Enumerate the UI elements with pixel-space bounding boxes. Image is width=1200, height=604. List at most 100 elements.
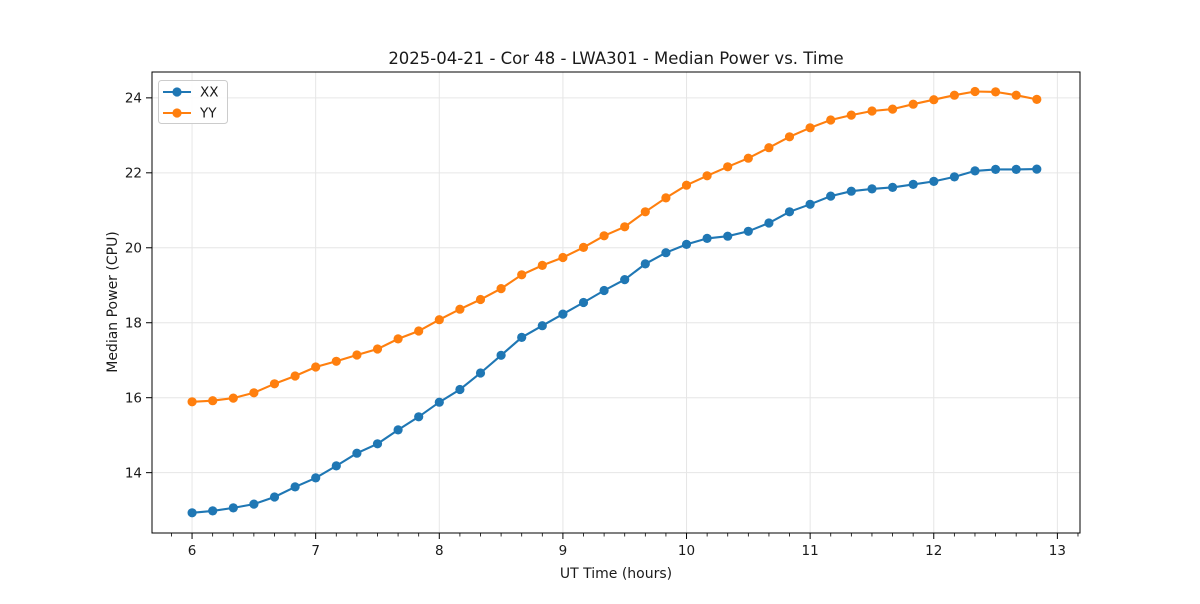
data-point-YY bbox=[558, 252, 568, 263]
y-tick-label-20: 20 bbox=[125, 240, 142, 256]
data-point-XX bbox=[1032, 164, 1042, 174]
x-axis-label: UT Time (hours) bbox=[560, 566, 672, 582]
data-point-YY bbox=[723, 162, 733, 172]
data-point-YY bbox=[702, 171, 712, 181]
data-point-YY bbox=[249, 388, 259, 398]
legend-marker-YY bbox=[172, 108, 182, 118]
series-layer bbox=[187, 86, 1042, 518]
data-point-XX bbox=[187, 508, 197, 518]
data-point-YY bbox=[784, 132, 795, 142]
x-tick-label-6: 6 bbox=[188, 543, 197, 559]
legend: XX YY bbox=[158, 80, 228, 124]
data-point-YY bbox=[805, 123, 815, 133]
data-point-XX bbox=[558, 309, 568, 319]
data-point-YY bbox=[970, 86, 980, 97]
data-point-YY bbox=[372, 344, 383, 354]
data-point-XX bbox=[764, 218, 774, 228]
y-tick-label-16: 16 bbox=[125, 390, 142, 406]
data-point-YY bbox=[888, 104, 898, 114]
data-point-XX bbox=[455, 384, 465, 395]
data-point-XX bbox=[517, 332, 527, 342]
data-point-XX bbox=[826, 191, 836, 201]
x-tick-label-7: 7 bbox=[311, 543, 320, 559]
data-point-YY bbox=[1032, 94, 1042, 104]
plot-border bbox=[151, 71, 1081, 534]
data-point-YY bbox=[1011, 90, 1021, 100]
data-point-XX bbox=[620, 275, 630, 285]
data-point-XX bbox=[208, 506, 218, 516]
legend-label-XX: XX bbox=[200, 85, 219, 101]
data-point-YY bbox=[517, 270, 527, 280]
data-point-YY bbox=[929, 95, 939, 105]
data-point-YY bbox=[393, 334, 403, 344]
x-tick-label-12: 12 bbox=[925, 543, 942, 559]
data-point-YY bbox=[764, 143, 774, 153]
data-point-YY bbox=[743, 153, 753, 163]
data-point-YY bbox=[949, 90, 960, 100]
data-point-YY bbox=[414, 326, 424, 336]
data-point-XX bbox=[908, 179, 918, 189]
data-point-XX bbox=[434, 397, 444, 407]
data-point-XX bbox=[743, 226, 753, 236]
x-tick-label-10: 10 bbox=[678, 543, 695, 559]
data-point-XX bbox=[991, 164, 1001, 174]
data-point-XX bbox=[475, 368, 486, 378]
data-point-YY bbox=[681, 180, 692, 190]
y-tick-label-24: 24 bbox=[125, 91, 142, 107]
data-point-XX bbox=[578, 297, 589, 308]
y-axis-label: Median Power (CPU) bbox=[105, 231, 121, 373]
data-point-XX bbox=[805, 199, 815, 209]
x-tick-label-13: 13 bbox=[1049, 543, 1066, 559]
data-point-XX bbox=[970, 166, 980, 176]
data-point-XX bbox=[269, 492, 280, 502]
data-point-XX bbox=[661, 248, 671, 258]
data-point-XX bbox=[888, 182, 898, 192]
x-tick-label-11: 11 bbox=[802, 543, 819, 559]
data-point-XX bbox=[846, 186, 856, 196]
data-point-XX bbox=[352, 448, 362, 458]
data-point-YY bbox=[826, 115, 836, 125]
data-point-XX bbox=[1011, 164, 1021, 174]
legend-marker-XX bbox=[172, 87, 182, 97]
series-line-XX bbox=[192, 168, 1037, 514]
data-point-YY bbox=[496, 284, 506, 294]
data-point-YY bbox=[228, 393, 238, 403]
x-tick-label-9: 9 bbox=[559, 543, 568, 559]
data-point-YY bbox=[311, 362, 321, 372]
data-point-YY bbox=[908, 99, 918, 109]
data-point-YY bbox=[475, 294, 486, 305]
grid-layer bbox=[152, 72, 1080, 533]
data-point-YY bbox=[537, 260, 547, 270]
data-point-XX bbox=[949, 172, 960, 182]
data-point-XX bbox=[702, 233, 712, 243]
data-point-XX bbox=[496, 350, 506, 360]
axis-layer: 6 7 8 9 10 11 12 13 14 16 18 20 22 24 bbox=[125, 71, 1081, 559]
data-point-YY bbox=[620, 222, 630, 232]
data-point-YY bbox=[846, 110, 856, 120]
legend-label-YY: YY bbox=[199, 106, 217, 122]
data-point-XX bbox=[311, 473, 321, 483]
y-tick-label-14: 14 bbox=[125, 465, 142, 481]
data-point-XX bbox=[681, 239, 692, 249]
data-point-XX bbox=[414, 412, 424, 422]
data-point-XX bbox=[723, 231, 733, 241]
data-point-YY bbox=[661, 193, 671, 203]
data-point-YY bbox=[331, 356, 341, 366]
data-point-YY bbox=[867, 106, 877, 116]
data-point-XX bbox=[249, 499, 259, 509]
chart-title: 2025-04-21 - Cor 48 - LWA301 - Median Po… bbox=[388, 49, 843, 68]
data-point-XX bbox=[867, 184, 877, 194]
x-tick-label-8: 8 bbox=[435, 543, 444, 559]
data-point-XX bbox=[393, 425, 403, 435]
data-point-XX bbox=[599, 285, 609, 296]
data-point-YY bbox=[599, 231, 609, 241]
data-point-XX bbox=[784, 207, 795, 217]
data-point-YY bbox=[455, 304, 465, 314]
data-point-XX bbox=[331, 461, 341, 471]
y-tick-label-22: 22 bbox=[125, 166, 142, 182]
data-point-YY bbox=[187, 397, 197, 407]
data-point-XX bbox=[929, 176, 939, 186]
data-point-YY bbox=[352, 350, 362, 360]
